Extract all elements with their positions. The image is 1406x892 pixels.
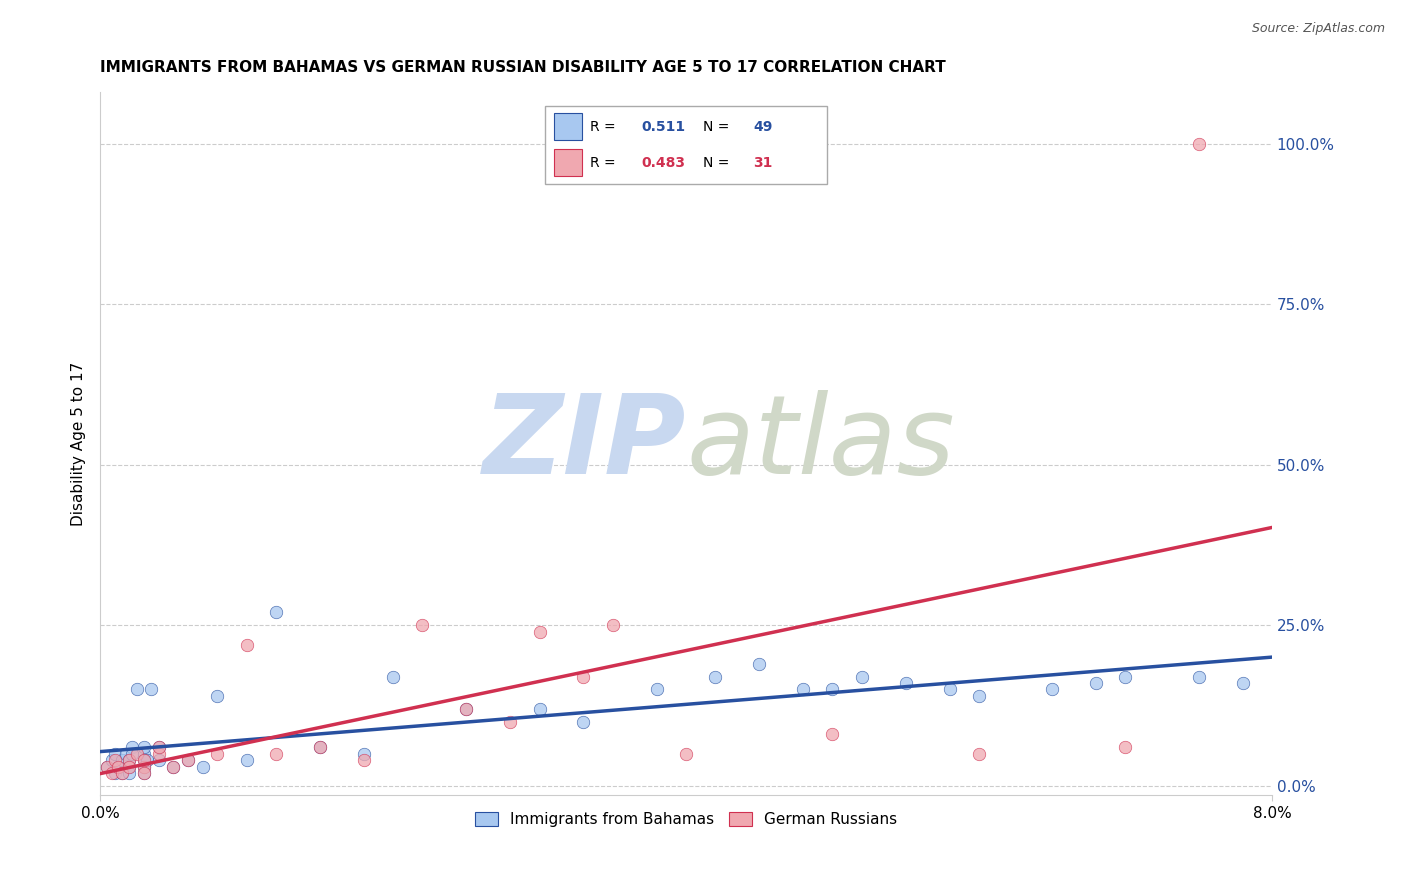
Legend: Immigrants from Bahamas, German Russians: Immigrants from Bahamas, German Russians xyxy=(468,806,904,833)
Text: IMMIGRANTS FROM BAHAMAS VS GERMAN RUSSIAN DISABILITY AGE 5 TO 17 CORRELATION CHA: IMMIGRANTS FROM BAHAMAS VS GERMAN RUSSIA… xyxy=(100,60,946,75)
Text: ZIP: ZIP xyxy=(482,391,686,498)
Text: atlas: atlas xyxy=(686,391,955,498)
Y-axis label: Disability Age 5 to 17: Disability Age 5 to 17 xyxy=(72,362,86,526)
Text: Source: ZipAtlas.com: Source: ZipAtlas.com xyxy=(1251,22,1385,36)
